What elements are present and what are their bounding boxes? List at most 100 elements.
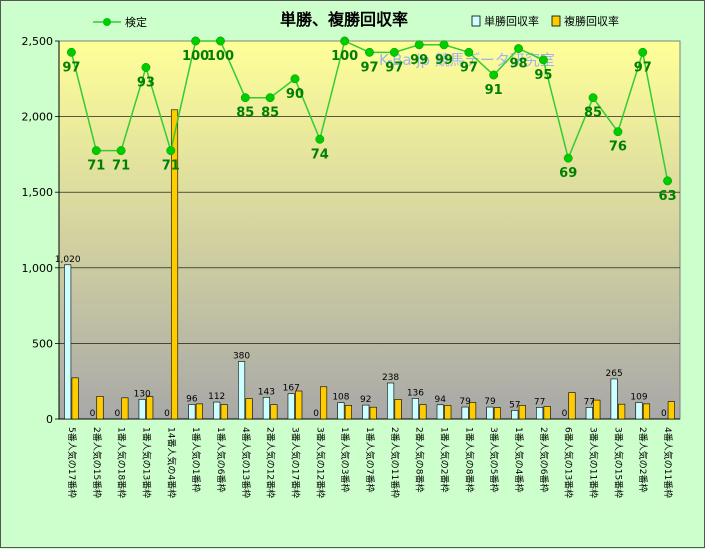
legend-label-hit: 検定	[125, 15, 147, 29]
bar-fukusho	[170, 109, 179, 420]
bar-fukusho	[295, 390, 303, 420]
bar-fukusho	[469, 402, 477, 420]
bar-label-tansho: 94	[435, 395, 447, 405]
legend-swatch-tansho	[471, 15, 481, 27]
hit-rate-point	[489, 70, 499, 80]
bar-label-tansho: 77	[534, 397, 545, 407]
y-tick-label: 2,500	[22, 35, 54, 48]
bar-tansho	[585, 407, 593, 420]
category-label: 1番人気の4番枠	[513, 427, 525, 492]
hit-rate-point	[240, 93, 250, 103]
hit-rate-point	[141, 63, 151, 72]
bar-label-tansho: 1,020	[55, 255, 81, 265]
hit-rate-label: 85	[584, 106, 602, 121]
category-label: 5番人気の17番枠	[66, 427, 78, 498]
bar-tansho	[461, 406, 469, 420]
category-label: 1番人気の7番枠	[364, 427, 376, 492]
hit-rate-point	[265, 93, 275, 103]
bar-label-tansho: 77	[584, 397, 595, 407]
y-tick-label: 0	[46, 413, 53, 426]
category-label: 4番人気の13番枠	[240, 427, 252, 498]
legend-marker-swatch	[103, 18, 111, 26]
hit-rate-label: 69	[559, 166, 577, 181]
bar-tansho	[138, 399, 146, 420]
bar-fukusho	[642, 403, 651, 420]
hit-rate-point	[116, 146, 126, 156]
bar-tansho	[64, 264, 72, 420]
bar-tansho	[635, 402, 643, 420]
bar-label-tansho: 143	[258, 387, 275, 397]
category-label: 2番人気の2番枠	[637, 427, 649, 492]
hit-rate-label: 91	[485, 83, 503, 98]
bar-fukusho	[220, 404, 228, 420]
bar-label-tansho: 130	[134, 389, 151, 399]
bar-label-tansho: 57	[509, 400, 520, 410]
category-label: 1番人気の1番枠	[190, 427, 202, 492]
hit-rate-label: 97	[634, 60, 652, 75]
hit-rate-point	[389, 47, 399, 57]
bar-fukusho	[618, 403, 626, 420]
hit-rate-label: 85	[261, 106, 279, 121]
bar-fukusho	[369, 406, 377, 420]
bar-fukusho	[394, 399, 402, 420]
hit-rate-label: 74	[311, 147, 329, 162]
category-label: 4番人気の11番枠	[662, 427, 674, 498]
hit-rate-label: 71	[162, 159, 180, 174]
bar-fukusho	[518, 405, 526, 420]
category-label: 2番人気の11番枠	[389, 427, 401, 498]
legend-label-tansho: 単勝回収率	[484, 14, 539, 28]
hit-rate-label: 98	[509, 57, 527, 72]
bar-label-tansho: 79	[484, 397, 496, 407]
bar-tansho	[411, 398, 419, 420]
bar-label-tansho: 79	[459, 397, 471, 407]
hit-rate-label: 85	[236, 106, 254, 121]
hit-rate-label: 99	[435, 53, 453, 68]
bar-fukusho	[344, 405, 352, 420]
bar-tansho	[213, 401, 221, 420]
hit-rate-label: 93	[137, 75, 155, 90]
hit-rate-point	[464, 47, 474, 57]
hit-rate-label: 100	[182, 49, 209, 64]
category-label: 1番人気の2番枠	[439, 427, 451, 492]
hit-rate-label: 71	[87, 159, 105, 174]
category-label: 2番人気の6番枠	[538, 427, 550, 492]
watermark-text: K-Ba.jp 競馬データ研究室	[379, 51, 555, 69]
bar-fukusho	[121, 397, 129, 420]
y-axis: 0 500 1,000 1,500 2,000 2,500	[22, 35, 680, 426]
bar-tansho	[610, 378, 618, 420]
hit-rate-point	[91, 146, 101, 156]
bar-fukusho	[543, 406, 551, 420]
bar-fukusho	[96, 396, 104, 420]
y-tick-label: 1,500	[22, 186, 54, 199]
hit-rate-label: 97	[385, 60, 403, 75]
bar-fukusho	[195, 403, 203, 420]
category-label: 1番人気の3番枠	[339, 427, 351, 492]
bar-fukusho	[419, 404, 427, 420]
hit-rate-point	[538, 55, 548, 65]
hit-rate-label: 97	[360, 60, 378, 75]
hit-rate-point	[191, 36, 201, 46]
bar-label-tansho: 380	[233, 352, 250, 362]
hit-rate-label: 100	[331, 49, 358, 64]
bar-fukusho	[146, 396, 154, 420]
bar-tansho	[188, 404, 196, 420]
hit-rate-point	[638, 47, 648, 57]
hit-rate-point	[588, 93, 598, 103]
bar-tansho	[511, 410, 519, 420]
bar-label-tansho: 0	[661, 409, 667, 419]
hit-rate-label: 100	[207, 49, 234, 64]
bar-label-tansho: 0	[164, 409, 170, 419]
bar-fukusho	[568, 392, 576, 420]
category-label: 2番人気の15番枠	[91, 427, 103, 498]
category-labels: 5番人気の17番枠 2番人気の15番枠 1番人気の18番枠 1番人気の13番枠 14番人…	[66, 427, 674, 498]
gridlines	[59, 116, 680, 344]
bar-label-tansho: 0	[562, 409, 568, 419]
bar-label-tansho: 108	[332, 393, 349, 403]
hit-rate-label: 63	[659, 189, 677, 204]
bar-tansho	[238, 361, 246, 420]
bar-tansho	[262, 397, 270, 420]
bar-fukusho	[593, 399, 601, 420]
hit-rate-point	[563, 153, 573, 163]
